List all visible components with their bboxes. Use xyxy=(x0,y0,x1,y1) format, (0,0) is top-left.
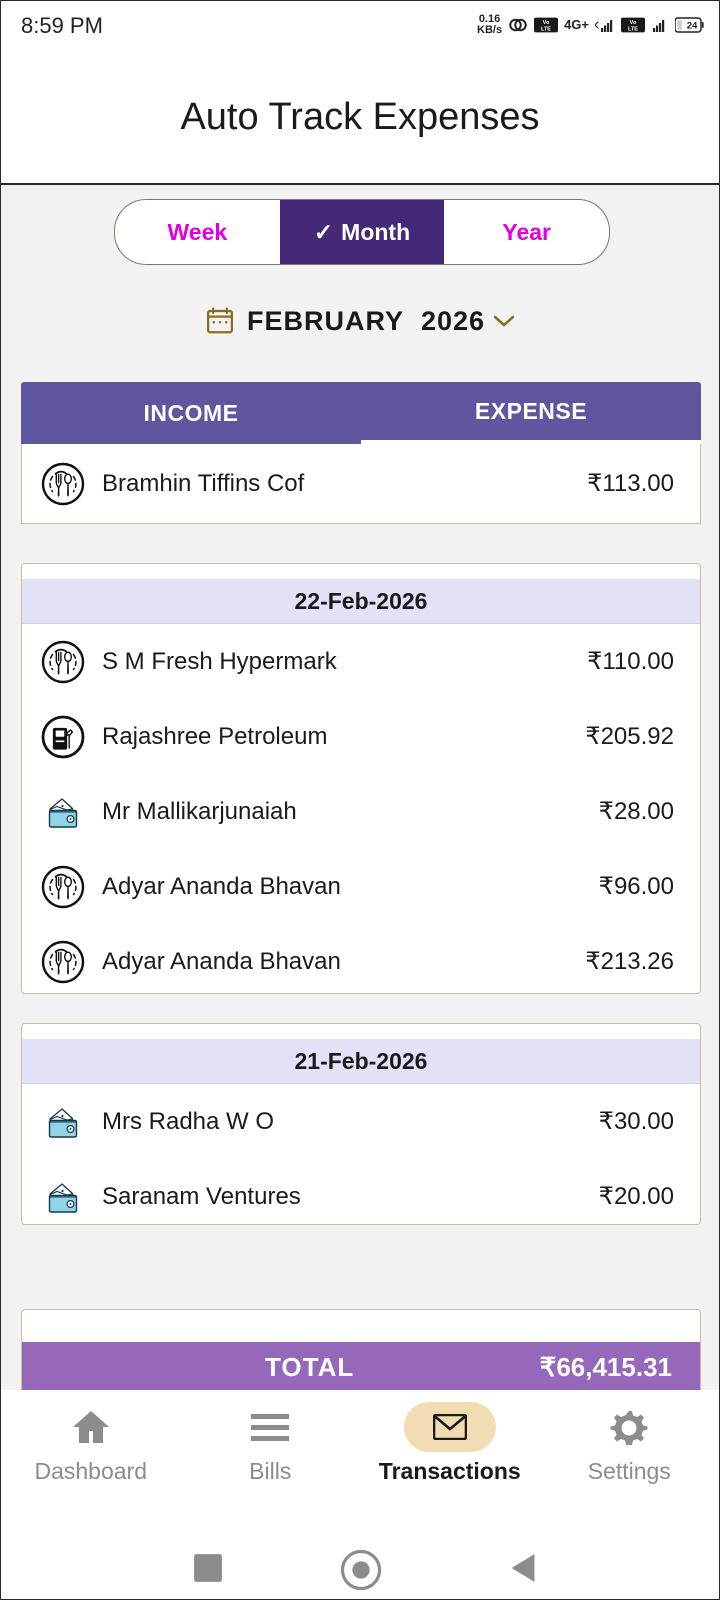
svg-text:Vo: Vo xyxy=(630,20,637,26)
svg-text:24: 24 xyxy=(687,20,698,31)
svg-text:LTE: LTE xyxy=(541,26,551,32)
svg-text:Vo: Vo xyxy=(543,20,550,26)
svg-text:LTE: LTE xyxy=(628,26,638,32)
